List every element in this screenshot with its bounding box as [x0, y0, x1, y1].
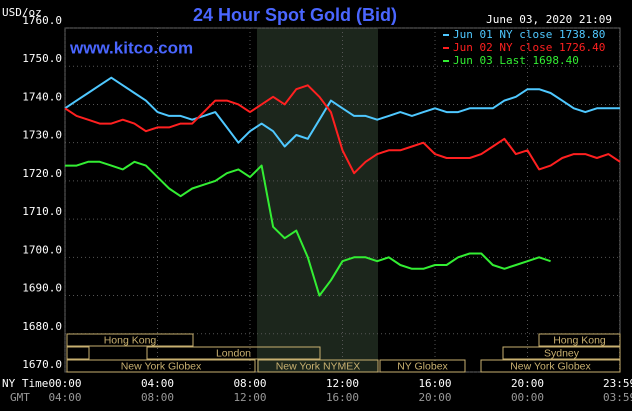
- x2-tick-label: 00:00: [511, 391, 544, 404]
- y-tick-label: 1740.0: [22, 90, 62, 103]
- x2-tick-label: 04:00: [48, 391, 81, 404]
- session-label: Hong Kong: [553, 334, 606, 346]
- x2-tick-label: 20:00: [418, 391, 451, 404]
- x-tick-label: 12:00: [326, 377, 359, 390]
- session-box: [66, 333, 194, 347]
- price-line: [64, 84, 621, 175]
- session-label: Hong Kong: [104, 334, 157, 346]
- x-tick-label: 04:00: [141, 377, 174, 390]
- x2-tick-label: 08:00: [141, 391, 174, 404]
- session-label: New York Globex: [121, 360, 202, 372]
- x-axis-label: NY Time: [2, 377, 48, 390]
- y-tick-label: 1720.0: [22, 167, 62, 180]
- session-label: NY Globex: [397, 360, 448, 372]
- session-box: [480, 359, 621, 373]
- y-tick-label: 1670.0: [22, 358, 62, 371]
- session-box: [257, 359, 379, 373]
- y-tick-label: 1690.0: [22, 282, 62, 295]
- chart-title: 24 Hour Spot Gold (Bid): [193, 5, 397, 25]
- price-line: [64, 76, 620, 148]
- session-label: Sydney: [544, 347, 580, 359]
- session-box: [502, 346, 621, 360]
- session-label: New York Globex: [510, 360, 591, 372]
- session-label: New York NYMEX: [276, 360, 361, 372]
- site-label: www.kitco.com: [69, 38, 193, 57]
- x2-tick-label: 03:59: [603, 391, 632, 404]
- legend-label: Jun 01 NY close 1738.80: [453, 28, 605, 41]
- timestamp: June 03, 2020 21:09: [486, 13, 612, 26]
- session-label: London: [216, 347, 251, 359]
- price-line: [65, 160, 551, 297]
- session-box: [66, 346, 90, 360]
- y-tick-label: 1760.0: [22, 14, 62, 27]
- nymex-shade: [257, 28, 378, 372]
- session-box: [538, 333, 621, 347]
- session-box: [146, 346, 321, 360]
- x-tick-label: 16:00: [418, 377, 451, 390]
- session-box: [66, 359, 256, 373]
- x2-axis-label: GMT: [10, 391, 30, 404]
- y-tick-label: 1750.0: [22, 52, 62, 65]
- x2-tick-label: 16:00: [326, 391, 359, 404]
- legend-label: Jun 03 Last 1698.40: [453, 54, 579, 67]
- x2-tick-label: 12:00: [233, 391, 266, 404]
- x-tick-label: 23:59: [603, 377, 632, 390]
- x-tick-label: 20:00: [511, 377, 544, 390]
- y-tick-label: 1730.0: [22, 129, 62, 142]
- legend-label: Jun 02 NY close 1726.40: [453, 41, 605, 54]
- x-tick-label: 00:00: [48, 377, 81, 390]
- y-tick-label: 1700.0: [22, 243, 62, 256]
- session-box: [379, 359, 466, 373]
- y-tick-label: 1710.0: [22, 205, 62, 218]
- unit-label: USD/oz: [2, 6, 42, 19]
- x-tick-label: 08:00: [233, 377, 266, 390]
- y-tick-label: 1680.0: [22, 320, 62, 333]
